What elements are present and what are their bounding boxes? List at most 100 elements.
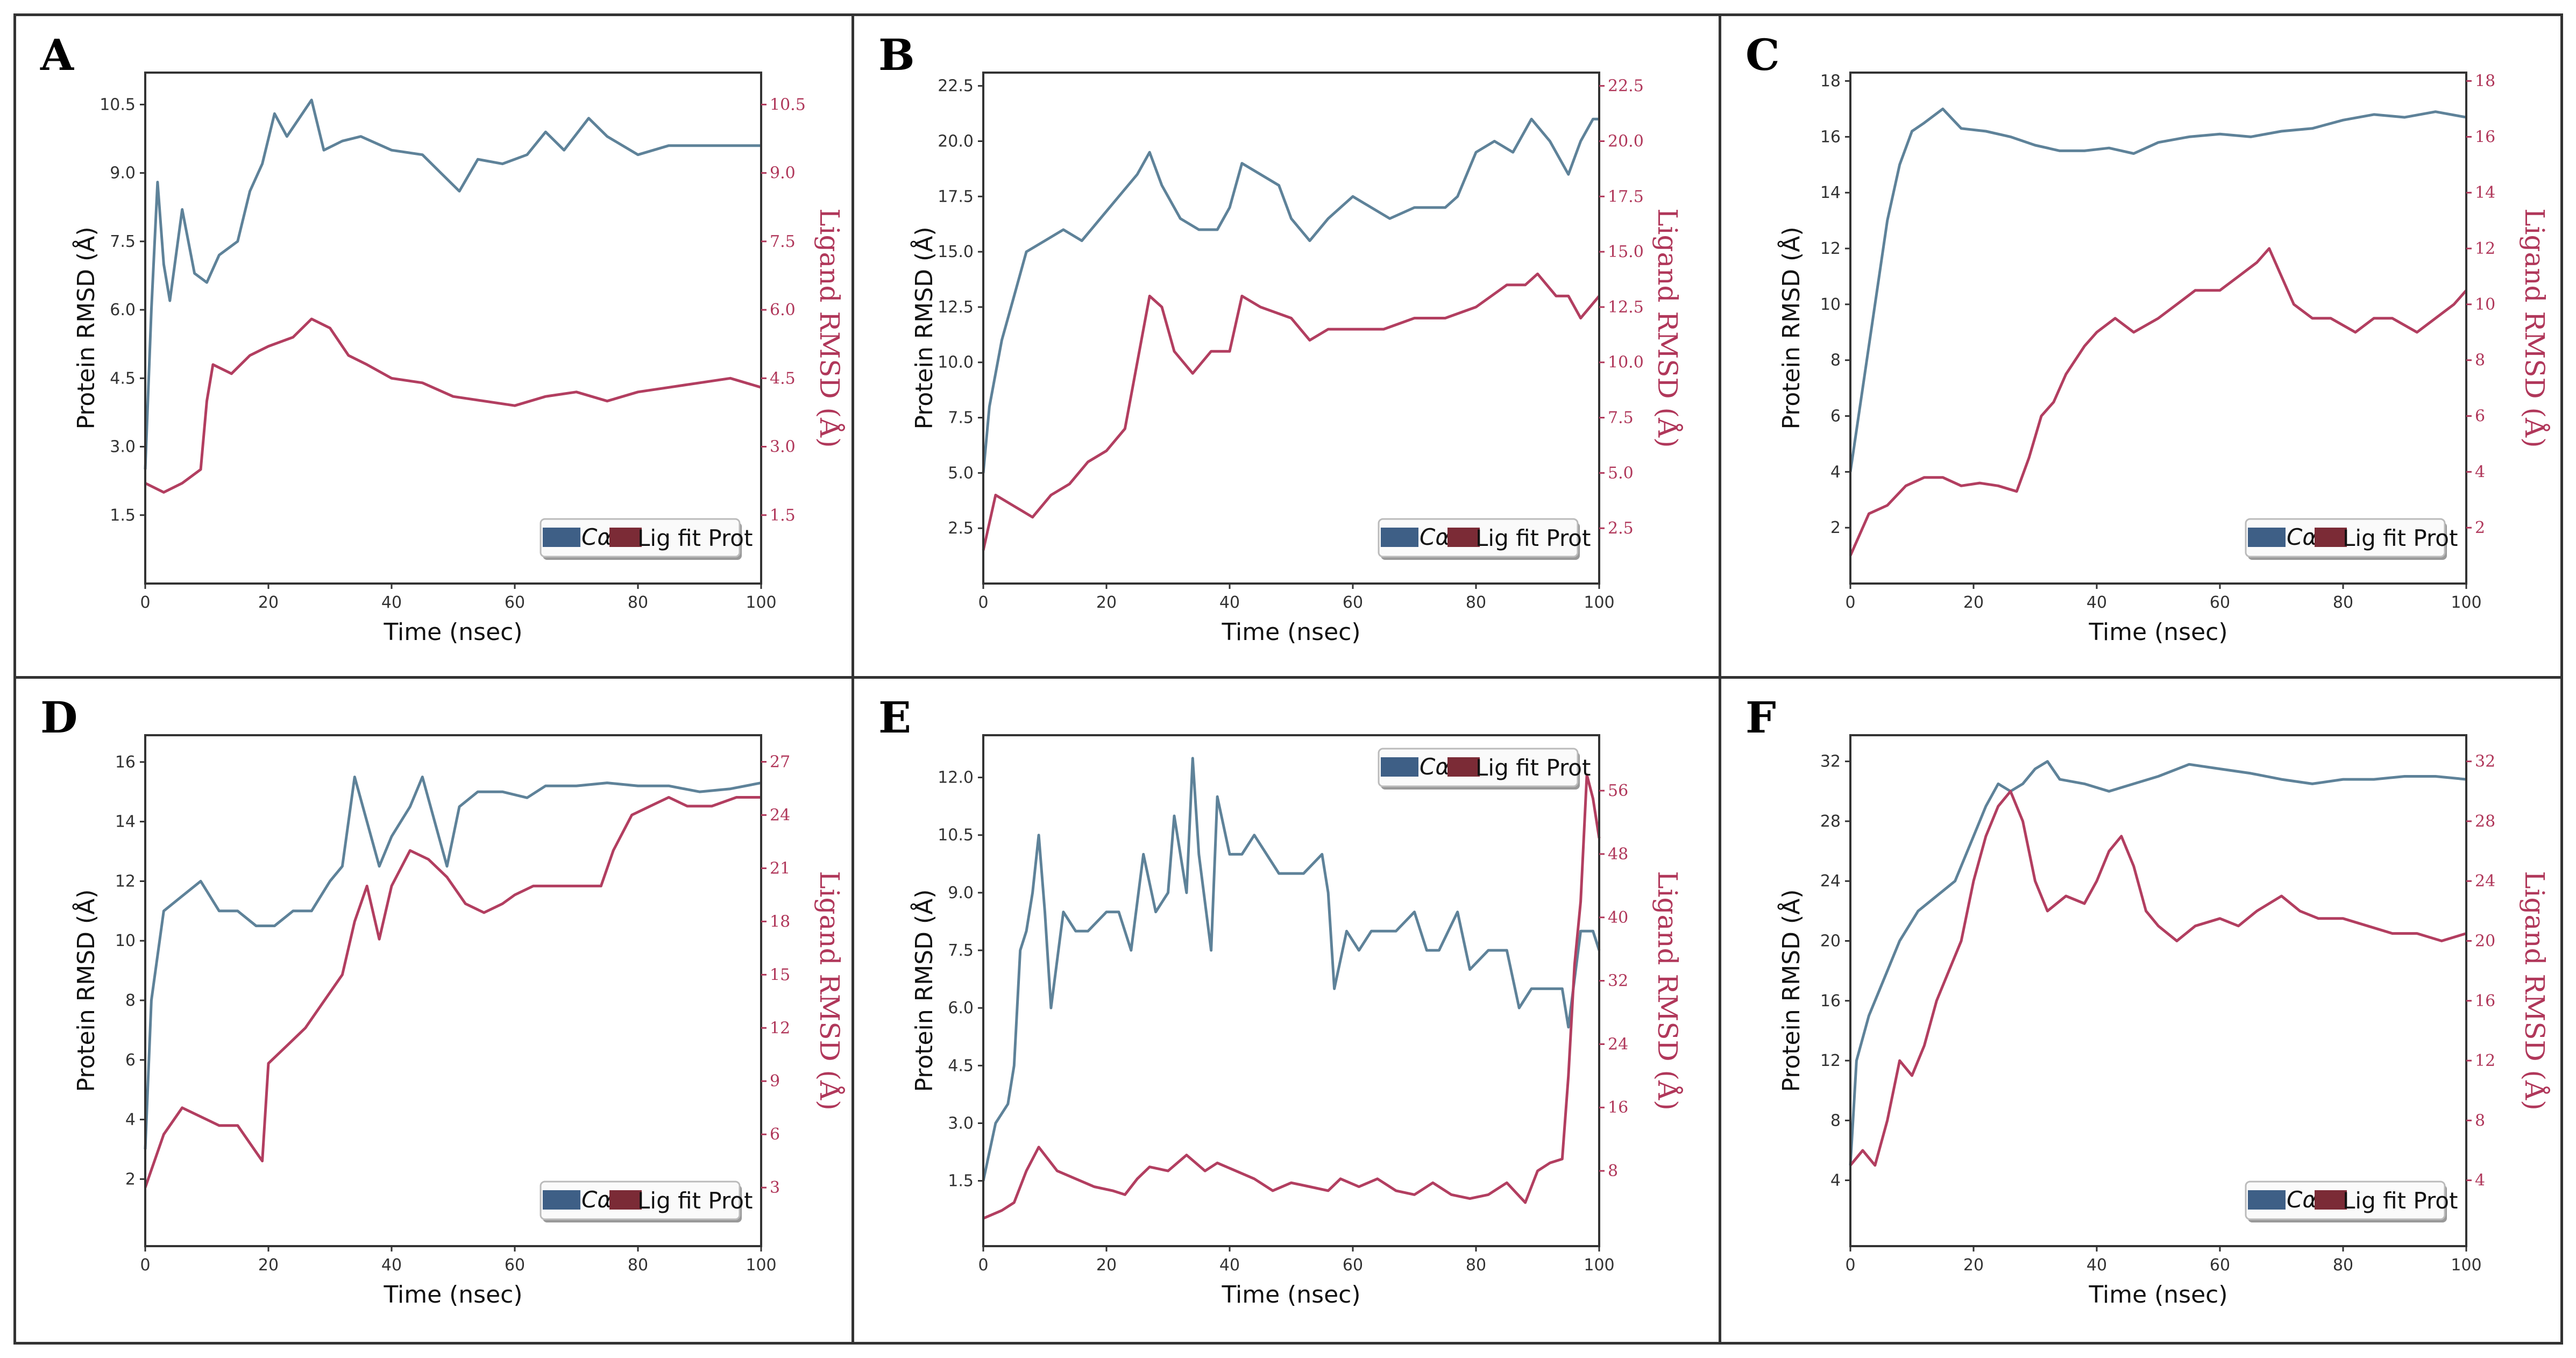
y2-tick-label: 6	[2475, 407, 2485, 426]
legend-label-protein: Cα	[581, 1186, 612, 1213]
y-tick-label: 9.0	[948, 884, 974, 902]
y-tick-label: 8	[1830, 351, 1841, 370]
y-tick-label: 24	[1820, 872, 1841, 891]
x-tick-label: 60	[1343, 593, 1363, 612]
legend-swatch-protein	[1381, 528, 1418, 547]
x-tick-label: 60	[505, 593, 525, 612]
x-tick-label: 60	[2210, 1256, 2230, 1275]
y2-axis-label: Ligand RMSD (Å)	[1652, 208, 1684, 447]
x-tick-label: 80	[2333, 1256, 2353, 1275]
y-tick-label: 22.5	[938, 77, 974, 96]
x-tick-label: 20	[1096, 593, 1117, 612]
legend-label-protein: Cα	[1420, 753, 1450, 780]
x-axis-label: Time (nsec)	[383, 618, 522, 646]
y-tick-label: 10	[115, 932, 136, 950]
panel-letter: D	[40, 692, 77, 743]
legend-swatch-ligand	[2315, 528, 2347, 547]
x-tick-label: 80	[628, 1256, 648, 1275]
x-tick-label: 20	[258, 593, 279, 612]
y-tick-label: 20.0	[938, 132, 974, 151]
y2-tick-label: 4	[2475, 1171, 2485, 1190]
plot-frame	[982, 734, 1600, 1247]
panel-e: E 0 20 40 60 80 100 1.5 3.0 4.5 6.0 7.5 9.0 10.5 12.0 8…	[854, 679, 1721, 1345]
x-tick-label: 100	[746, 1256, 776, 1275]
legend-label-protein: Cα	[1420, 524, 1450, 550]
x-tick-label: 100	[2451, 1256, 2481, 1275]
y-tick-label: 5.0	[948, 464, 974, 482]
legend-swatch-ligand	[609, 1190, 642, 1210]
y-tick-label: 10.5	[100, 95, 136, 114]
x-tick-label: 60	[505, 1256, 525, 1275]
y2-tick-label: 6.0	[770, 301, 796, 319]
y-tick-label: 17.5	[938, 187, 974, 206]
y-tick-label: 2.5	[948, 519, 974, 538]
y-tick-label: 18	[1820, 72, 1841, 91]
ligand-rmsd-line	[983, 773, 1601, 1220]
x-tick-label: 100	[746, 593, 776, 612]
x-tick-label: 0	[140, 593, 150, 612]
legend-swatch-ligand	[609, 528, 642, 547]
y2-tick-label: 12	[2475, 1051, 2495, 1070]
y-tick-label: 3.0	[110, 438, 136, 457]
legend-label-protein: Cα	[581, 524, 612, 550]
plot-frame	[982, 72, 1600, 585]
x-tick-label: 20	[1096, 1256, 1117, 1275]
y-tick-label: 12.5	[938, 298, 974, 317]
y2-tick-label: 4.5	[770, 369, 796, 388]
y2-axis-label: Ligand RMSD (Å)	[814, 871, 846, 1110]
panel-letter: E	[878, 692, 911, 743]
plot-frame	[1849, 72, 2467, 585]
protein-rmsd-line	[982, 117, 1599, 473]
y2-tick-label: 17.5	[1608, 187, 1644, 206]
y-tick-label: 6.0	[948, 999, 974, 1018]
y2-tick-label: 20.0	[1608, 132, 1644, 151]
y-tick-label: 4.5	[110, 369, 136, 388]
panel-b: B 0 20 40 60 80 100 2.5 5.0 7.5 10.0 12.5 15.0 17.5 20…	[854, 13, 1721, 679]
y2-tick-label: 5.0	[1608, 464, 1634, 482]
y-tick-label: 8	[125, 991, 136, 1010]
y-tick-label: 16	[1820, 992, 1841, 1011]
y2-axis-label: Ligand RMSD (Å)	[2519, 871, 2551, 1110]
y-tick-label: 12	[1820, 239, 1841, 258]
y-tick-label: 20	[1820, 932, 1841, 951]
x-tick-label: 80	[1466, 1256, 1486, 1275]
x-tick-label: 0	[978, 1256, 988, 1275]
y2-axis-label: Ligand RMSD (Å)	[814, 208, 846, 447]
y2-tick-label: 16	[2475, 992, 2495, 1011]
y-tick-label: 28	[1820, 812, 1841, 831]
y-tick-label: 6	[125, 1051, 136, 1070]
y-tick-label: 4.5	[948, 1056, 974, 1075]
legend: Cα Lig fit Prot	[540, 1181, 753, 1222]
y-tick-label: 12.0	[938, 769, 974, 787]
y2-tick-label: 2.5	[1608, 519, 1634, 538]
y-tick-label: 6.0	[110, 301, 136, 319]
legend-swatch-ligand	[1447, 528, 1480, 547]
legend-swatch-protein	[543, 528, 580, 547]
y-tick-label: 14	[1820, 183, 1841, 202]
x-tick-label: 40	[2087, 1256, 2107, 1275]
y2-tick-label: 4	[2475, 463, 2485, 481]
y2-tick-label: 10.0	[1608, 353, 1644, 372]
y2-tick-label: 20	[2475, 932, 2495, 951]
chart-svg: F 0 20 40 60 80 100 4 8 12 16 20 24 28 32 4 8 12 16 20 24 28 3…	[1745, 692, 2551, 1309]
y2-tick-label: 7.5	[1608, 409, 1634, 428]
y-tick-label: 6	[1830, 407, 1841, 426]
x-tick-label: 40	[2087, 593, 2107, 612]
legend-label-ligand: Lig fit Prot	[637, 1188, 753, 1214]
y-tick-label: 15.0	[938, 243, 974, 261]
y-tick-label: 1.5	[948, 1172, 974, 1191]
chart-svg: D0 20 40 60 80 100246810121416369121518212427…	[40, 692, 846, 1309]
y2-tick-label: 3.0	[770, 438, 796, 457]
y-axis-label: Protein RMSD (Å)	[1777, 890, 1805, 1092]
panel-a: A 0 20 40 60 80 100 1.5 3.0 4.5 6.0 7.5 9.0 10.5 1.5 3.…	[13, 13, 854, 679]
x-tick-label: 0	[140, 1256, 150, 1275]
legend-label-protein: Cα	[2287, 1186, 2317, 1213]
ligand-rmsd-line	[144, 317, 762, 494]
legend: Cα Lig fit Prot	[1378, 518, 1591, 560]
y2-tick-label: 24	[2475, 872, 2495, 891]
legend: Cα Lig fit Prot	[540, 518, 753, 560]
ligand-rmsd-line	[1849, 247, 2467, 557]
x-tick-label: 20	[1963, 1256, 1984, 1275]
y-tick-label: 7.5	[948, 941, 974, 960]
